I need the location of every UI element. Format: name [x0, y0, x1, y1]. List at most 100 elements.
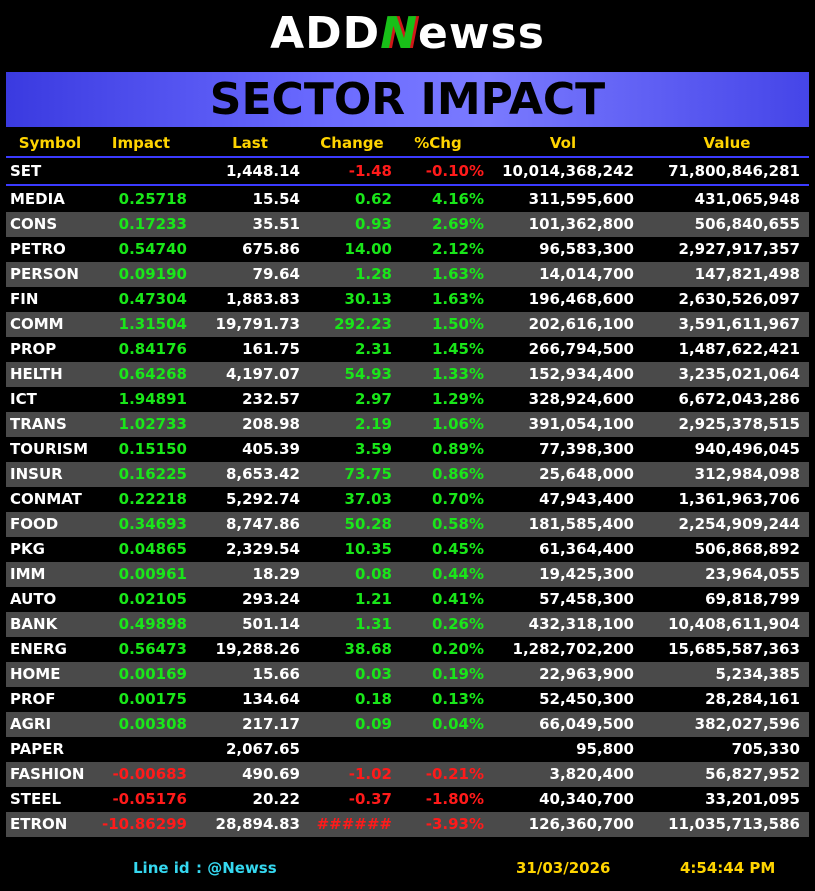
table-row: STEEL -0.05176 20.22 -0.37 -1.80% 40,340,700 3…: [6, 787, 809, 812]
value-cell: 3,591,611,967: [678, 315, 800, 333]
value-cell: 71,800,846,281: [668, 162, 800, 180]
symbol-cell: CONMAT: [10, 490, 82, 508]
value-cell: 2,630,526,097: [678, 290, 800, 308]
impact-cell: 0.47304: [118, 290, 187, 308]
change-cell: 292.23: [334, 315, 392, 333]
table-row: PETRO 0.54740 675.86 14.00 2.12% 96,583,300 2,…: [6, 237, 809, 262]
value-cell: 69,818,799: [705, 590, 800, 608]
impact-cell: 0.00308: [118, 715, 187, 733]
last-cell: 19,288.26: [215, 640, 300, 658]
change-cell: 1.21: [354, 590, 392, 608]
value-cell: 1,361,963,706: [678, 490, 800, 508]
last-cell: 2,329.54: [225, 540, 300, 558]
value-cell: 940,496,045: [694, 440, 800, 458]
last-cell: 501.14: [242, 615, 300, 633]
table-row: BANK 0.49898 501.14 1.31 0.26% 432,318,100 10,…: [6, 612, 809, 637]
last-cell: 35.51: [252, 215, 300, 233]
table-row: IMM 0.00961 18.29 0.08 0.44% 19,425,300 23,964…: [6, 562, 809, 587]
pct-change-cell: -1.80%: [425, 790, 484, 808]
table-row: CONMAT 0.22218 5,292.74 37.03 0.70% 47,943,40…: [6, 487, 809, 512]
table-row: PERSON 0.09190 79.64 1.28 1.63% 14,014,700 147…: [6, 262, 809, 287]
last-cell: 161.75: [242, 340, 300, 358]
pct-change-cell: 1.29%: [431, 390, 484, 408]
symbol-cell: ENERG: [10, 640, 67, 658]
last-cell: 208.98: [242, 415, 300, 433]
impact-cell: 0.15150: [118, 440, 187, 458]
table-row: TOURISM 0.15150 405.39 3.59 0.89% 77,398,300 9…: [6, 437, 809, 462]
symbol-cell: CONS: [10, 215, 58, 233]
table-row: ICT 1.94891 232.57 2.97 1.29% 328,924,600 6,67…: [6, 387, 809, 412]
pct-change-cell: 2.12%: [431, 240, 484, 258]
symbol-cell: AUTO: [10, 590, 57, 608]
pct-change-cell: 0.41%: [431, 590, 484, 608]
value-cell: 506,868,892: [694, 540, 800, 558]
volume-cell: 3,820,400: [549, 765, 634, 783]
line-label: Line id: [133, 859, 190, 877]
value-cell: 6,672,043,286: [678, 390, 800, 408]
logo-left: ADD: [270, 8, 381, 59]
column-header: Change: [320, 134, 384, 152]
impact-cell: 0.49898: [118, 615, 187, 633]
table-row: MEDIA 0.25718 15.54 0.62 4.16% 311,595,600 431…: [6, 187, 809, 212]
value-cell: 705,330: [731, 740, 800, 758]
symbol-cell: FASHION: [10, 765, 85, 783]
pct-change-cell: 0.89%: [431, 440, 484, 458]
volume-cell: 126,360,700: [528, 815, 634, 833]
impact-cell: -10.86299: [102, 815, 187, 833]
line-id: : @Newss: [196, 859, 277, 877]
change-cell: 1.28: [354, 265, 392, 283]
value-cell: 382,027,596: [694, 715, 800, 733]
pct-change-cell: -0.21%: [425, 765, 484, 783]
table-row: COMM 1.31504 19,791.73 292.23 1.50% 202,616,1…: [6, 312, 809, 337]
table-row: FASHION -0.00683 490.69 -1.02 -0.21% 3,820,40…: [6, 762, 809, 787]
pct-change-cell: 0.70%: [431, 490, 484, 508]
impact-cell: 0.17233: [118, 215, 187, 233]
last-cell: 293.24: [242, 590, 300, 608]
column-header: Impact: [111, 134, 171, 152]
pct-change-cell: 0.19%: [431, 665, 484, 683]
value-cell: 11,035,713,586: [668, 815, 800, 833]
table-row: AGRI 0.00308 217.17 0.09 0.04% 66,049,500 382,…: [6, 712, 809, 737]
value-cell: 431,065,948: [694, 190, 800, 208]
change-cell: 2.97: [354, 390, 392, 408]
last-cell: 28,894.83: [215, 815, 300, 833]
volume-cell: 22,963,900: [539, 665, 634, 683]
value-cell: 312,984,098: [694, 465, 800, 483]
pct-change-cell: 0.26%: [431, 615, 484, 633]
volume-cell: 77,398,300: [539, 440, 634, 458]
impact-cell: 0.34693: [118, 515, 187, 533]
table-row: HELTH 0.64268 4,197.07 54.93 1.33% 152,934,40…: [6, 362, 809, 387]
last-cell: 79.64: [252, 265, 300, 283]
volume-cell: 10,014,368,242: [502, 162, 634, 180]
change-cell: 0.62: [354, 190, 392, 208]
symbol-cell: SET: [10, 162, 42, 180]
symbol-cell: IMM: [10, 565, 46, 583]
last-cell: 15.66: [252, 665, 300, 683]
impact-cell: -0.05176: [112, 790, 187, 808]
impact-cell: 0.09190: [118, 265, 187, 283]
change-cell: 1.31: [354, 615, 392, 633]
change-cell: 0.18: [354, 690, 392, 708]
change-cell: 30.13: [344, 290, 392, 308]
volume-cell: 202,616,100: [528, 315, 634, 333]
title-banner: SECTOR IMPACT: [6, 72, 809, 127]
volume-cell: 196,468,600: [528, 290, 634, 308]
change-cell: ######: [316, 815, 392, 833]
volume-cell: 19,425,300: [539, 565, 634, 583]
volume-cell: 328,924,600: [528, 390, 634, 408]
value-cell: 147,821,498: [694, 265, 800, 283]
table-row: FIN 0.47304 1,883.83 30.13 1.63% 196,468,600 2…: [6, 287, 809, 312]
impact-cell: 0.00169: [118, 665, 187, 683]
symbol-cell: ICT: [10, 390, 37, 408]
logo: ADDNewss: [0, 8, 815, 59]
impact-cell: 1.31504: [118, 315, 187, 333]
change-cell: 10.35: [344, 540, 392, 558]
change-cell: -0.37: [348, 790, 392, 808]
volume-cell: 391,054,100: [528, 415, 634, 433]
change-cell: 50.28: [344, 515, 392, 533]
symbol-cell: TOURISM: [10, 440, 89, 458]
last-cell: 232.57: [242, 390, 300, 408]
change-cell: 38.68: [344, 640, 392, 658]
table-row: CONS 0.17233 35.51 0.93 2.69% 101,362,800 506,…: [6, 212, 809, 237]
table-row: PROP 0.84176 161.75 2.31 1.45% 266,794,500 1,4…: [6, 337, 809, 362]
